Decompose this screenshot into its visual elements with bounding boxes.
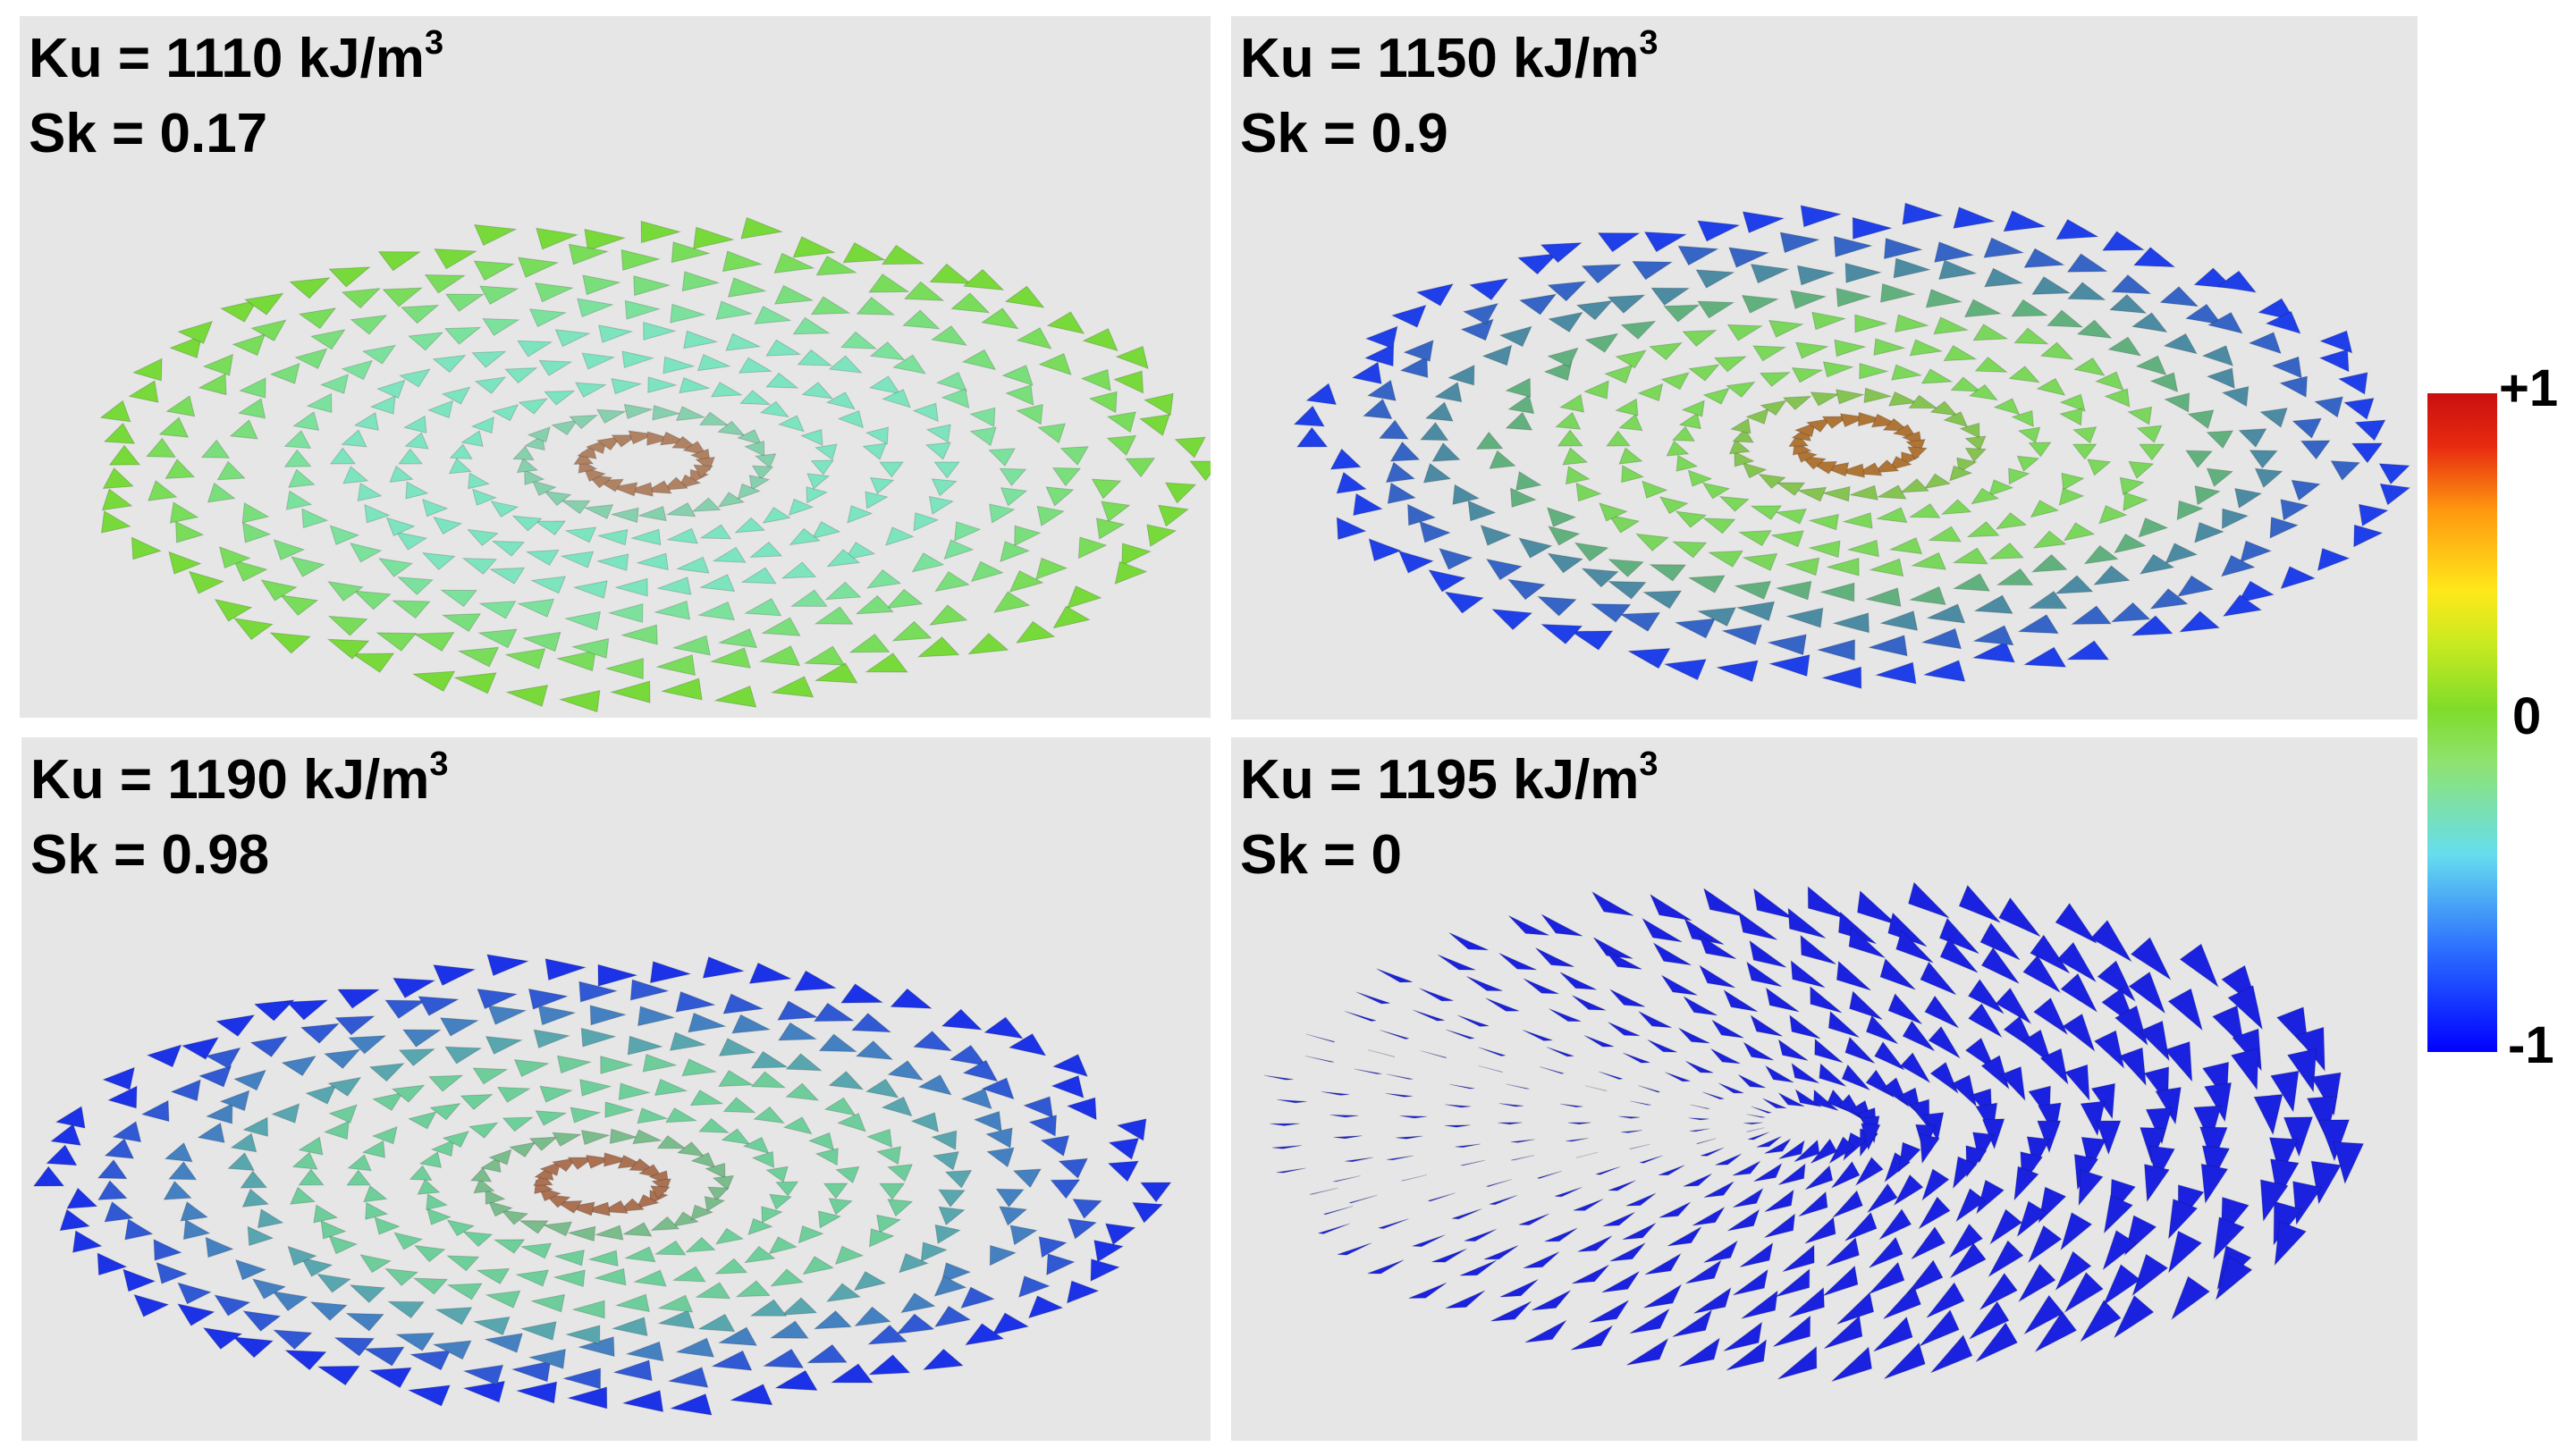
- panel-label: Ku = 1195 kJ/m3 Sk = 0: [1240, 743, 1659, 893]
- sk-label: Sk = 0.9: [1240, 103, 1448, 164]
- colorbar-min-label: -1: [2508, 1016, 2554, 1074]
- panel-ku-1110: Ku = 1110 kJ/m3 Sk = 0.17: [20, 16, 1211, 718]
- spin-texture-image: [1293, 202, 2411, 689]
- sk-label: Sk = 0: [1240, 824, 1402, 886]
- colorbar-max-label: +1: [2499, 359, 2559, 417]
- ku-label: Ku = 1195 kJ/m3: [1240, 745, 1659, 811]
- ku-label: Ku = 1110 kJ/m3: [29, 24, 444, 89]
- ku-label: Ku = 1150 kJ/m3: [1240, 24, 1659, 89]
- spin-texture-image: [99, 216, 1211, 713]
- colorbar-mid-label: 0: [2512, 687, 2542, 745]
- panel-label: Ku = 1110 kJ/m3 Sk = 0.17: [29, 21, 443, 172]
- panel-ku-1195: Ku = 1195 kJ/m3 Sk = 0: [1231, 737, 2418, 1441]
- spin-texture-image: [32, 954, 1172, 1416]
- panel-ku-1190: Ku = 1190 kJ/m3 Sk = 0.98: [21, 737, 1211, 1441]
- colorbar: [2427, 393, 2497, 1052]
- spin-texture-image: [1263, 881, 2365, 1382]
- sk-label: Sk = 0.98: [30, 824, 270, 886]
- panel-label: Ku = 1150 kJ/m3 Sk = 0.9: [1240, 21, 1659, 172]
- panel-label: Ku = 1190 kJ/m3 Sk = 0.98: [30, 743, 449, 893]
- ku-label: Ku = 1190 kJ/m3: [30, 745, 449, 811]
- panel-ku-1150: Ku = 1150 kJ/m3 Sk = 0.9: [1231, 16, 2418, 720]
- sk-label: Sk = 0.17: [29, 103, 268, 164]
